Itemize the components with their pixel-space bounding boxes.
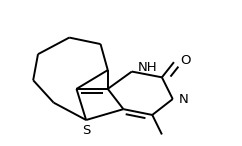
Text: NH: NH <box>138 61 158 74</box>
Text: S: S <box>82 124 90 137</box>
Text: N: N <box>179 93 189 106</box>
Text: O: O <box>180 54 190 67</box>
